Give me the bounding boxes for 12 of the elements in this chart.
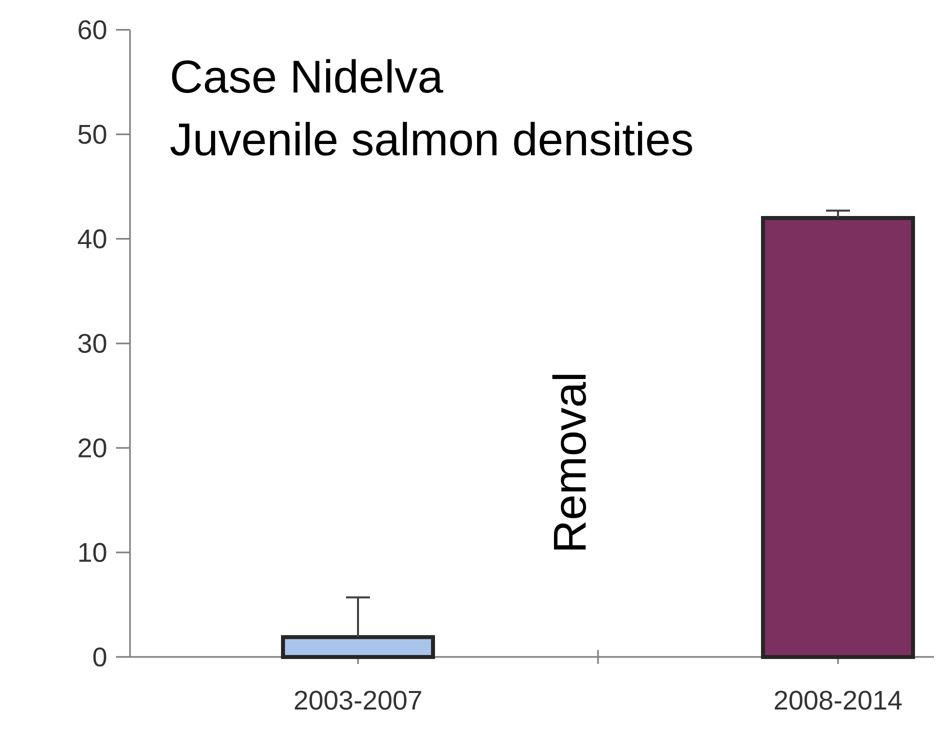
y-tick-label: 30 xyxy=(78,334,106,353)
y-tick-label: 20 xyxy=(78,438,106,458)
text: Juvenile salmon densities xyxy=(170,122,692,156)
y-tick-label: 40 xyxy=(78,229,106,248)
x-tick-label: 2008-2014 xyxy=(774,690,902,710)
y-tick-label: 60 xyxy=(78,20,106,40)
annotation: Removal xyxy=(552,374,586,550)
y-tick-label: 10 xyxy=(79,542,106,562)
y-tick-label: 50 xyxy=(78,124,106,144)
text: Case Nidelva xyxy=(172,59,444,93)
x-tick-label: 2003-2007 xyxy=(294,690,422,710)
y-tick-label: 0 xyxy=(93,647,106,667)
